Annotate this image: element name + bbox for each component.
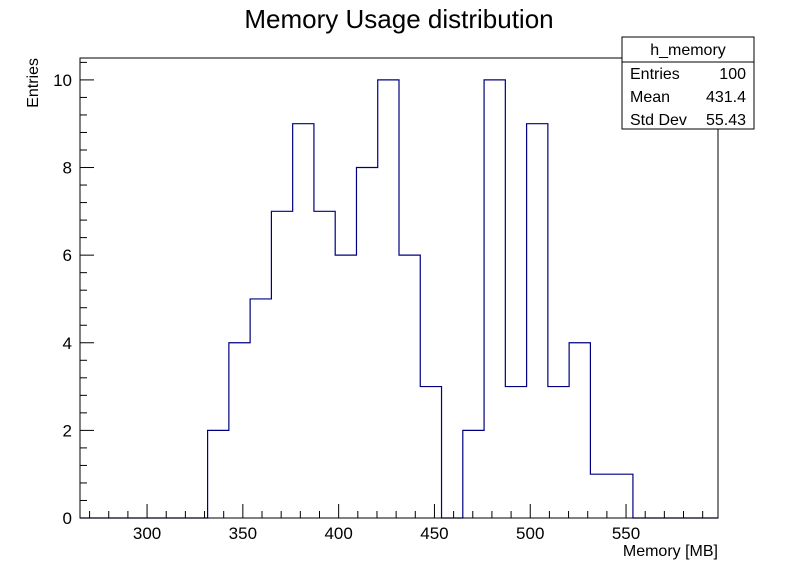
stats-box: h_memory Entries 100 Mean 431.4 Std Dev … bbox=[621, 36, 755, 130]
stats-stddev-value: 55.43 bbox=[706, 112, 746, 129]
y-tick-label: 8 bbox=[63, 159, 72, 178]
x-axis-title: Memory [MB] bbox=[623, 543, 718, 560]
stats-mean-label: Mean bbox=[630, 89, 670, 106]
stats-box-frame bbox=[621, 36, 755, 130]
stats-entries-label: Entries bbox=[630, 66, 680, 83]
x-tick-label: 350 bbox=[229, 524, 257, 543]
histogram-series bbox=[80, 79, 718, 519]
x-tick-label: 550 bbox=[612, 524, 640, 543]
y-axis-ticks: 0 2 4 6 8 10 bbox=[53, 61, 94, 528]
x-tick-label: 450 bbox=[420, 524, 448, 543]
x-tick-label: 500 bbox=[516, 524, 544, 543]
stats-mean-value: 431.4 bbox=[706, 89, 746, 106]
x-axis-ticks: 300 350 400 450 500 550 bbox=[89, 504, 704, 543]
y-tick-label: 6 bbox=[63, 246, 72, 265]
chart-title: Memory Usage distribution bbox=[244, 4, 553, 34]
x-tick-label: 400 bbox=[324, 524, 352, 543]
y-tick-label: 4 bbox=[63, 334, 72, 353]
y-axis-title: Entries bbox=[25, 58, 42, 108]
y-tick-label: 2 bbox=[63, 421, 72, 440]
stats-stddev-label: Std Dev bbox=[630, 112, 687, 129]
stats-box-name: h_memory bbox=[650, 42, 726, 59]
plot-frame bbox=[79, 57, 719, 519]
y-tick-label: 10 bbox=[53, 71, 72, 90]
stats-entries-value: 100 bbox=[719, 66, 746, 83]
x-tick-label: 300 bbox=[133, 524, 161, 543]
y-tick-label: 0 bbox=[63, 509, 72, 528]
histogram-line bbox=[80, 79, 718, 519]
